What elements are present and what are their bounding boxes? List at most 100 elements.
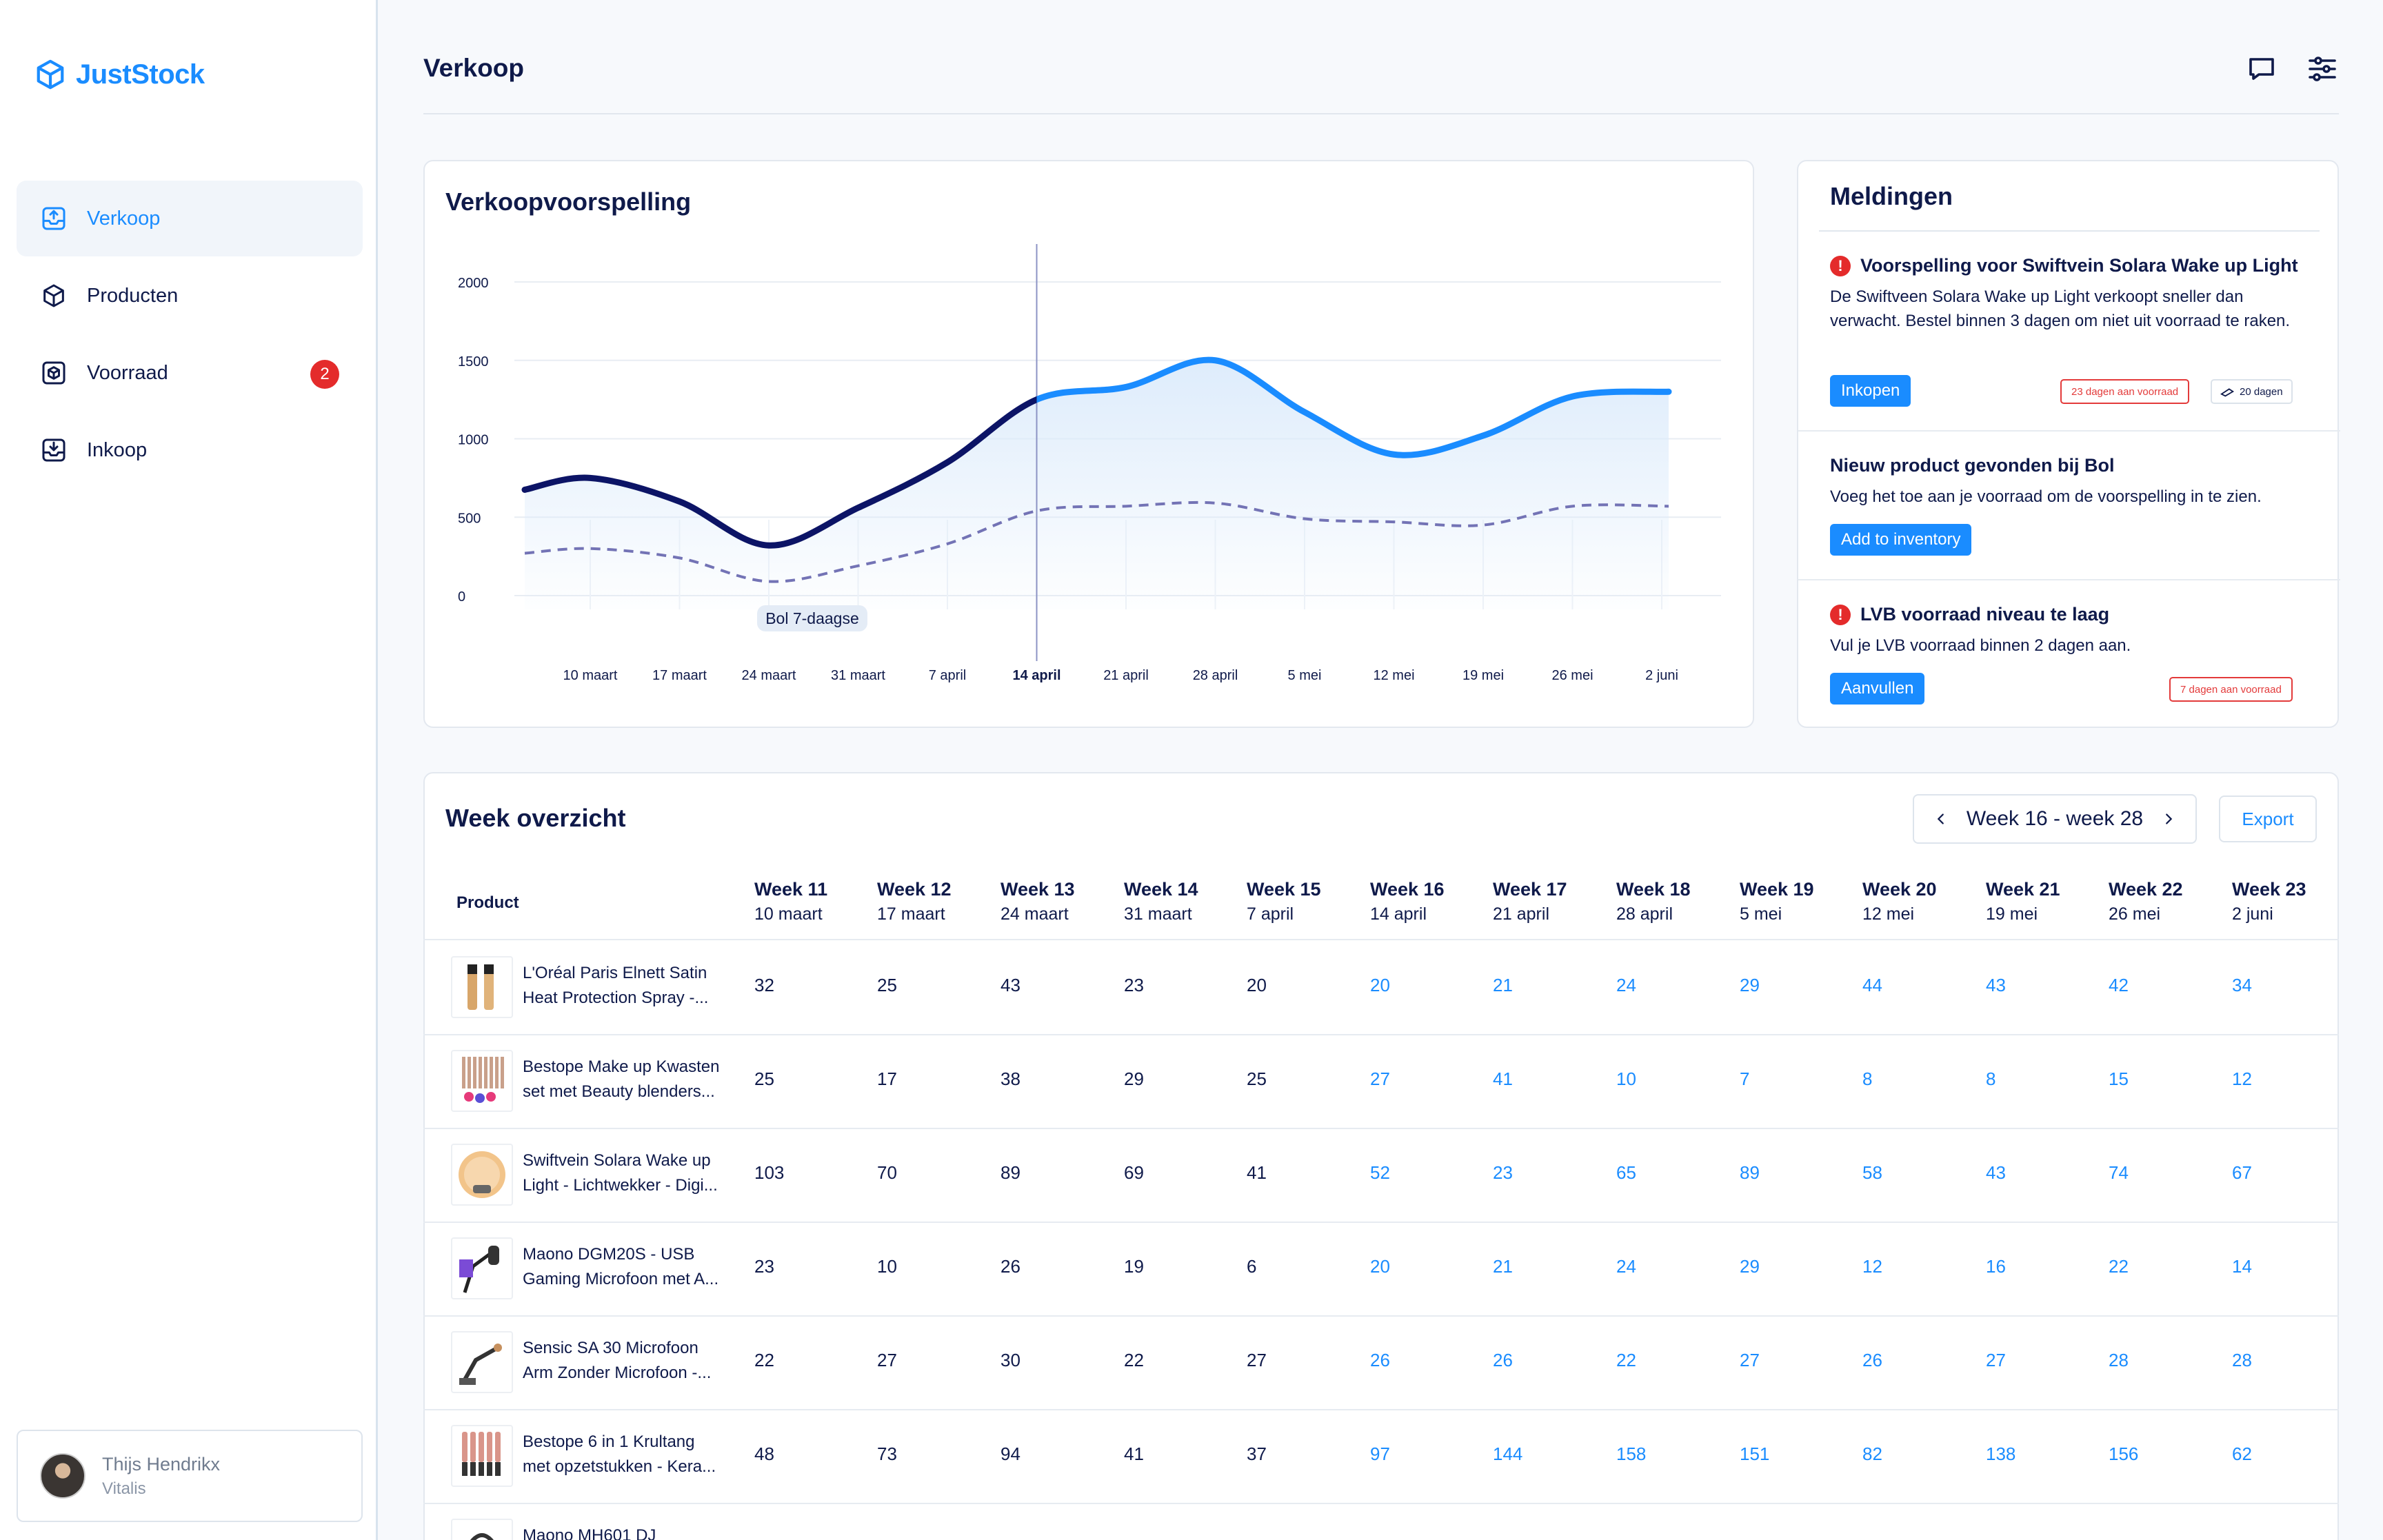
sidebar-item-voorraad[interactable]: Voorraad 2 (17, 335, 363, 411)
sidebar: JustStock Verkoop Producten Voorraad 2 (0, 0, 378, 1540)
page-title: Verkoop (423, 54, 524, 82)
week-date: 24 maart (1001, 904, 1069, 924)
sales-cell: 27 (877, 1350, 897, 1370)
forecast-cell: 24 (1616, 1256, 1636, 1277)
forecast-cell: 26 (1862, 1350, 1882, 1370)
sales-cell: 30 (1001, 1350, 1020, 1370)
sales-cell: 43 (1001, 975, 1020, 995)
forecast-cell: 156 (2109, 1443, 2139, 1464)
sidebar-item-label: Producten (87, 284, 179, 307)
add-to-inventory-button[interactable]: Add to inventory (1830, 524, 1972, 556)
week-date: 17 maart (877, 904, 945, 924)
chevron-right-icon[interactable] (2161, 811, 2176, 827)
sales-cell: 69 (1124, 1162, 1144, 1183)
week-column-header: Week 19 5 mei (1740, 879, 1814, 924)
divider (423, 1222, 2339, 1223)
user-profile-card[interactable]: Thijs Hendrikx Vitalis (17, 1430, 363, 1522)
week-column-header: Week 14 31 maart (1124, 879, 1198, 924)
forecast-cell: 43 (1986, 1162, 2006, 1183)
week-number: Week 12 (877, 879, 952, 900)
stock-days-tag: 23 dagen aan voorraad (2060, 379, 2190, 404)
inkopen-button[interactable]: Inkopen (1830, 375, 1911, 407)
forecast-cell: 26 (1370, 1350, 1390, 1370)
filter-settings-icon[interactable] (2306, 52, 2339, 85)
x-tick-label: 28 april (1193, 668, 1238, 683)
inbox-upload-icon (42, 207, 66, 230)
product-name[interactable]: Bestope 6 in 1 Krultang met opzetstukken … (523, 1430, 736, 1479)
forecast-cell: 7 (1740, 1068, 1750, 1089)
logo[interactable]: JustStock (34, 58, 205, 91)
forecast-cell: 14 (2232, 1256, 2252, 1277)
user-organization: Vitalis (102, 1479, 146, 1498)
product-name-line: Heat Protection Spray -... (523, 989, 709, 1007)
aanvullen-button[interactable]: Aanvullen (1830, 673, 1925, 705)
forecast-cell: 21 (1493, 975, 1513, 995)
export-button[interactable]: Export (2219, 796, 2317, 842)
week-column-header: Week 17 21 april (1493, 879, 1567, 924)
week-overview-title: Week overzicht (445, 804, 626, 832)
forecast-cell: 34 (2232, 975, 2252, 995)
forecast-cell: 158 (1616, 1443, 1647, 1464)
sidebar-item-inkoop[interactable]: Inkoop (17, 412, 363, 488)
sales-cell: 29 (1124, 1068, 1144, 1089)
forecast-cell: 10 (1616, 1068, 1636, 1089)
week-column-header: Week 21 19 mei (1986, 879, 2060, 924)
alert-icon: ! (1830, 604, 1851, 625)
product-name[interactable]: Swiftvein Solara Wake up Light - Lichtwek… (523, 1148, 736, 1198)
notifications-card: Meldingen ! Voorspelling voor Swiftvein … (1797, 160, 2340, 728)
product-thumbnail (451, 1050, 513, 1112)
week-number: Week 20 (1862, 879, 1937, 900)
product-name[interactable]: Sensic SA 30 Microfoon Arm Zonder Microfo… (523, 1336, 736, 1386)
avatar (40, 1453, 86, 1499)
cube-logo-icon (37, 59, 64, 90)
forecast-cell: 42 (2109, 975, 2129, 995)
chat-icon[interactable] (2245, 52, 2278, 85)
alert-icon: ! (1830, 255, 1851, 276)
sidebar-item-producten[interactable]: Producten (17, 258, 363, 334)
chevron-left-icon[interactable] (1933, 811, 1949, 827)
sales-cell: 25 (877, 975, 897, 995)
forecast-cell: 52 (1370, 1162, 1390, 1183)
sales-cell: 37 (1247, 1443, 1267, 1464)
product-thumbnail (451, 1331, 513, 1393)
product-name[interactable]: Maono MH601 DJ (523, 1523, 736, 1540)
product-name[interactable]: L'Oréal Paris Elnett Satin Heat Protectio… (523, 961, 736, 1011)
sidebar-item-label: Verkoop (87, 207, 161, 230)
product-name-line: Bestope 6 in 1 Krultang (523, 1432, 695, 1451)
x-tick-label: 10 maart (563, 668, 618, 683)
week-column-header: Week 23 2 juni (2232, 879, 2306, 924)
notification-item: ! Voorspelling voor Swiftvein Solara Wak… (1830, 255, 2313, 333)
week-number: Week 13 (1001, 879, 1075, 900)
y-tick-label: 0 (458, 589, 465, 605)
week-number: Week 23 (2232, 879, 2306, 900)
forecast-cell: 138 (1986, 1443, 2016, 1464)
product-name-line: Bestope Make up Kwasten (523, 1057, 720, 1076)
product-name-line: met opzetstukken - Kera... (523, 1457, 716, 1476)
week-date: 10 maart (754, 904, 823, 924)
sales-cell: 20 (1247, 975, 1267, 995)
forecast-cell: 21 (1493, 1256, 1513, 1277)
y-tick-label: 1000 (458, 433, 489, 448)
sales-cell: 70 (877, 1162, 897, 1183)
delivery-days-tag: 20 dagen (2211, 379, 2293, 404)
forecast-cell: 20 (1370, 975, 1390, 995)
sales-cell: 73 (877, 1443, 897, 1464)
week-range-selector: Week 16 - week 28 (1913, 794, 2197, 844)
user-name: Thijs Hendrikx (102, 1453, 221, 1475)
week-number: Week 14 (1124, 879, 1198, 900)
product-name[interactable]: Maono DGM20S - USB Gaming Microfoon met A… (523, 1242, 736, 1292)
sidebar-item-verkoop[interactable]: Verkoop (17, 181, 363, 256)
box-icon (43, 284, 64, 307)
product-name-line: Maono DGM20S - USB (523, 1245, 695, 1264)
notification-item: ! LVB voorraad niveau te laag Vul je LVB… (1830, 604, 2313, 658)
x-tick-label: 2 juni (1645, 668, 1678, 683)
forecast-cell: 62 (2232, 1443, 2252, 1464)
week-column-header: Week 15 7 april (1247, 879, 1321, 924)
sales-cell: 25 (754, 1068, 774, 1089)
product-name[interactable]: Bestope Make up Kwasten set met Beauty bl… (523, 1055, 736, 1104)
x-tick-label: 5 mei (1288, 668, 1322, 683)
week-number: Week 17 (1493, 879, 1567, 900)
y-tick-label: 500 (458, 511, 481, 526)
x-tick-label: 31 maart (831, 668, 885, 683)
sales-cell: 25 (1247, 1068, 1267, 1089)
